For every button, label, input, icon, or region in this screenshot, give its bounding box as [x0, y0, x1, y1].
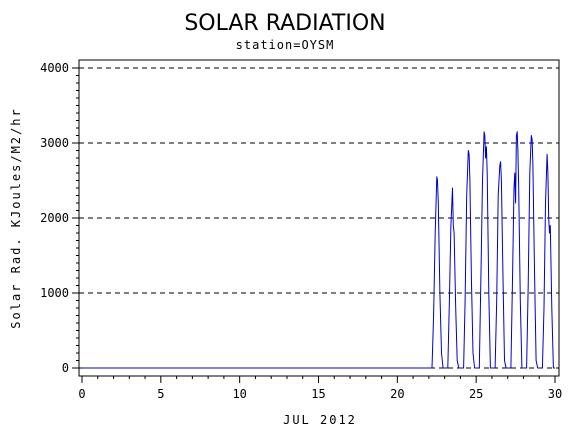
y-axis-label: Solar Rad. KJoules/M2/hr	[9, 107, 23, 328]
tick-labels: 0 1000 2000 3000 4000 0 5 10 15 20 25 30	[40, 61, 562, 401]
y-tick-label-2000: 2000	[40, 211, 69, 225]
y-tick-label-1000: 1000	[40, 286, 69, 300]
x-tick-label-5: 5	[157, 387, 164, 401]
tick-marks	[72, 67, 556, 383]
x-axis-label: JUL 2012	[283, 413, 357, 427]
series-line-0	[82, 131, 555, 369]
y-tick-label-4000: 4000	[40, 61, 69, 75]
chart-subtitle: station=OYSM	[236, 38, 335, 52]
x-tick-label-20: 20	[390, 387, 404, 401]
grid-lines	[79, 67, 559, 369]
x-tick-label-25: 25	[469, 387, 483, 401]
x-tick-label-15: 15	[311, 387, 325, 401]
x-tick-label-0: 0	[78, 387, 85, 401]
x-tick-label-10: 10	[232, 387, 246, 401]
chart-title: SOLAR RADIATION	[184, 11, 385, 36]
series-layer	[82, 131, 555, 369]
y-tick-label-0: 0	[62, 361, 69, 375]
y-tick-label-3000: 3000	[40, 136, 69, 150]
x-tick-label-30: 30	[548, 387, 562, 401]
